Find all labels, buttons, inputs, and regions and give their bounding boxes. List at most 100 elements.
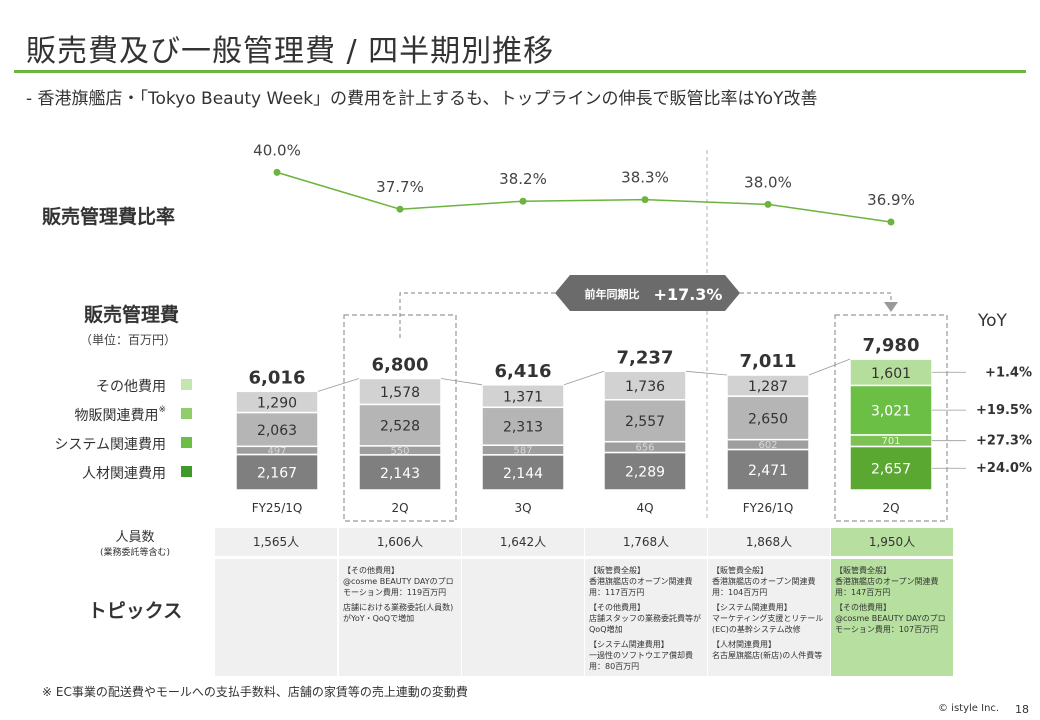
bar-segment-product [726,395,810,441]
bar-segment-product [358,403,442,447]
bar-value-label: 2,167 [257,466,297,482]
bar-connector-line [317,378,360,392]
headcount-label: 人員数 [115,530,155,545]
headcount-cell: 1,642人 [462,528,584,556]
ratio-label: 38.0% [744,173,792,191]
bar-value-label: 602 [758,440,777,451]
bar-total-label: 6,416 [495,361,552,382]
ratio-label: 36.9% [867,191,915,209]
topic-item: 【その他費用】 @cosme BEAUTY DAYのプロモーション費用：107百… [835,603,946,634]
yoy-value: +1.4% [985,365,1032,380]
ratio-section-label: 販売管理費比率 [42,206,176,228]
ratio-point [519,197,527,205]
bar-value-label: 3,021 [871,404,911,420]
legend-label: 人材関連費用 [82,466,166,482]
ratio-point [641,196,649,204]
headcount-sublabel: (業務委託等含む) [99,548,171,558]
bar-connector-line [685,370,728,376]
topic-item: 【システム関連費用】 一過性のソフトウエア償却費用：80百万円 [589,640,693,671]
topics-cell: 【販管費全般】 香港旗艦店のオープン関連費用：117百万円 【その他費用】 店舗ス… [585,559,707,676]
bar-segment-personnel [603,451,687,491]
bar-connector-line [563,370,605,386]
bar-value-label: 2,144 [503,466,543,482]
bar-value-label: 2,313 [503,420,543,436]
page-subtitle: - 香港旗艦店・「Tokyo Beauty Week」の費用を計上するも、トップ… [26,89,818,109]
x-tick-label: 4Q [636,501,653,515]
legend-swatch [181,408,192,419]
yoy-value: +19.5% [976,403,1032,418]
bar-value-label: 497 [267,446,286,457]
legend-swatch [181,437,192,448]
topic-item: 【その他費用】 店舗スタッフの業務委託費等がQoQ増加 [589,603,701,634]
legend-label: その他費用 [96,379,166,395]
topics-cell [215,559,337,676]
topic-item: 【その他費用】 @cosme BEAUTY DAYのプロモーション費用：119百… [343,566,454,597]
bar-value-label: 2,289 [625,465,665,481]
bar-value-label: 1,371 [503,390,543,406]
legend-label: システム関連費用 [54,437,166,453]
ratio-line [276,171,892,223]
bar-segment-product [849,384,933,436]
headcount-cell: 1,606人 [339,528,461,556]
bar-value-label: 2,063 [257,423,297,439]
bar-value-label: 2,143 [380,466,420,482]
yoy-value: +24.0% [976,461,1032,476]
bar-value-label: 701 [881,436,900,447]
headcount-cell: 1,868人 [708,528,830,556]
topics-row-label: トピックス [87,600,183,622]
comparison-box [834,314,948,522]
comparison-arrowhead [884,302,898,312]
bar-segment-product [481,406,565,446]
bar-value-label: 587 [513,446,532,457]
bar-value-label: 2,528 [380,419,420,435]
bar-value-label: 1,736 [625,379,665,395]
legend-asterisk: ※ [158,405,166,415]
bar-segment-other [235,390,319,414]
bar-total-label: 6,016 [249,367,306,388]
ratio-label: 38.2% [499,170,547,188]
bar-total-label: 7,980 [863,335,920,356]
unit-label: （単位：百万円） [80,333,177,347]
topics-cell: 【その他費用】 @cosme BEAUTY DAYのプロモーション費用：119百… [339,559,461,676]
x-tick-label: FY26/1Q [743,501,794,515]
headcount-cell: 1,950人 [831,528,953,556]
bar-segment-other [849,358,933,387]
headcount-cell: 1,768人 [585,528,707,556]
page-title: 販売費及び一般管理費 / 四半期別推移 [26,34,555,69]
bar-segment-other [726,374,810,397]
sga-section-label: 販売管理費 [84,304,180,326]
bar-value-label: 2,657 [871,462,911,478]
topics-cell: 【販管費全般】 香港旗艦店のオープン関連費用：104百万円 【システム関連費用】 … [708,559,830,676]
topic-item: 【販管費全般】 香港旗艦店のオープン関連費用：117百万円 [589,566,693,597]
ratio-point [887,218,895,226]
yoy-callout-badge [555,275,740,311]
copyright: © istyle Inc. [938,703,1000,714]
x-tick-label: FY25/1Q [252,501,303,515]
bar-value-label: 550 [390,446,409,457]
bar-segment-product [603,399,687,443]
topic-item: 店舗における業務委託(人員数)がYoY・QoQで増加 [343,603,454,623]
bar-segment-other [603,370,687,401]
sga-chart: 2,167 497 2,063 1,290 6,016 FY25/1Q 2,143 550 2,… [235,141,1032,522]
x-tick-label: 3Q [514,501,531,515]
headcount-cell: 1,565人 [215,528,337,556]
topic-item: 【販管費全般】 香港旗艦店のオープン関連費用：147百万円 [835,566,939,597]
ratio-label: 38.3% [621,169,669,187]
x-tick-label: 2Q [391,501,408,515]
bar-value-label: 2,650 [748,411,788,427]
ratio-label: 37.7% [376,178,424,196]
legend-label: 物販関連費用 [74,408,159,424]
topic-item: 【人材関連費用】 名古屋旗艦店(新店)の人件費等 [712,640,823,660]
yoy-value: +27.3% [976,434,1032,449]
topics-cell: 【販管費全般】 香港旗艦店のオープン関連費用：147百万円 【その他費用】 @co… [831,559,953,676]
bar-segment-other [358,377,442,406]
bar-value-label: 2,557 [625,414,665,430]
bar-connector-line [440,378,483,386]
bar-total-label: 6,800 [372,354,429,375]
bar-segment-personnel [481,454,565,491]
ratio-point [764,200,772,208]
title-underline [14,70,1026,73]
bar-total-label: 7,237 [617,347,674,368]
yoy-header: YoY [978,311,1007,331]
topic-item: 【販管費全般】 香港旗艦店のオープン関連費用：104百万円 [712,566,816,597]
